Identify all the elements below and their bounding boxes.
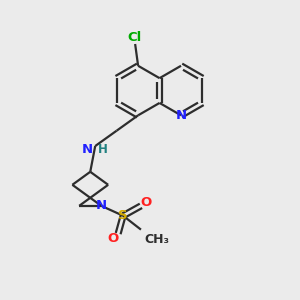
Text: H: H	[98, 143, 108, 156]
Text: CH₃: CH₃	[144, 232, 169, 246]
Text: O: O	[140, 196, 152, 209]
Text: N: N	[176, 109, 187, 122]
Text: N: N	[96, 199, 107, 212]
Text: S: S	[118, 209, 128, 222]
Text: N: N	[82, 143, 93, 156]
Text: Cl: Cl	[127, 31, 141, 44]
Text: O: O	[108, 232, 119, 245]
